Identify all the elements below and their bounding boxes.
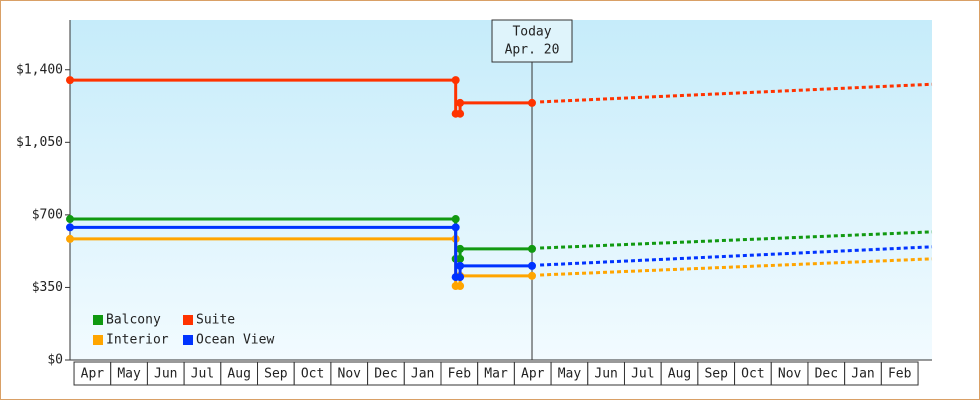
- x-tick-label: Dec: [374, 367, 397, 382]
- data-point: [66, 223, 74, 232]
- data-point: [456, 261, 465, 270]
- x-tick-label: Jan: [411, 367, 434, 382]
- y-tick-label: $700: [32, 207, 63, 222]
- x-tick-label: Oct: [741, 367, 764, 382]
- x-tick-label: Aug: [227, 367, 250, 382]
- x-tick-label: Apr: [521, 367, 545, 382]
- data-point: [66, 215, 74, 224]
- data-point: [528, 271, 537, 280]
- y-tick-label: $1,400: [16, 62, 63, 77]
- data-point: [451, 223, 460, 232]
- data-point: [451, 76, 460, 85]
- legend-swatch: [93, 315, 103, 325]
- legend-swatch: [183, 335, 193, 345]
- y-tick-label: $1,050: [16, 135, 63, 150]
- data-point: [528, 244, 537, 253]
- legend-label: Interior: [106, 333, 169, 348]
- data-point: [456, 273, 465, 282]
- projection-line: [540, 245, 933, 267]
- x-tick-label: Jul: [191, 367, 214, 382]
- today-label: Apr. 20: [505, 43, 560, 58]
- legend-swatch: [93, 335, 103, 345]
- data-point: [456, 109, 465, 118]
- x-tick-label: Dec: [815, 367, 838, 382]
- data-point: [456, 98, 465, 107]
- x-tick-label: Apr: [81, 367, 105, 382]
- x-tick-label: Mar: [484, 367, 508, 382]
- x-tick-label: Jul: [631, 367, 654, 382]
- x-tick-label: Nov: [778, 367, 802, 382]
- today-label: Today: [512, 25, 551, 40]
- x-tick-label: Oct: [301, 367, 324, 382]
- x-tick-label: Sep: [704, 367, 728, 382]
- x-tick-label: Sep: [264, 367, 288, 382]
- y-tick-label: $0: [47, 353, 63, 368]
- x-tick-label: Nov: [338, 367, 362, 382]
- projection-line: [540, 257, 933, 277]
- y-tick-label: $350: [32, 280, 63, 295]
- x-tick-label: Jun: [594, 367, 617, 382]
- x-tick-label: May: [558, 367, 582, 382]
- x-tick-label: Jan: [851, 367, 874, 382]
- x-tick-label: Aug: [668, 367, 691, 382]
- today-box: [491, 19, 573, 63]
- x-tick-label: Feb: [888, 367, 912, 382]
- x-tick-label: Feb: [448, 367, 472, 382]
- projection-line: [540, 82, 933, 104]
- month-cell: [880, 361, 919, 386]
- data-point: [528, 98, 537, 107]
- data-point: [451, 215, 460, 224]
- data-point: [66, 234, 74, 243]
- x-tick-label: Jun: [154, 367, 177, 382]
- x-tick-label: May: [117, 367, 141, 382]
- data-point: [66, 76, 74, 85]
- data-point: [528, 261, 537, 270]
- legend-swatch: [183, 315, 193, 325]
- plot-area: [70, 20, 932, 360]
- legend-label: Balcony: [106, 313, 161, 328]
- data-point: [456, 281, 465, 290]
- legend-label: Ocean View: [196, 333, 274, 348]
- legend-label: Suite: [196, 313, 235, 328]
- data-point: [456, 244, 465, 253]
- data-point: [456, 254, 465, 263]
- projection-line: [540, 230, 933, 250]
